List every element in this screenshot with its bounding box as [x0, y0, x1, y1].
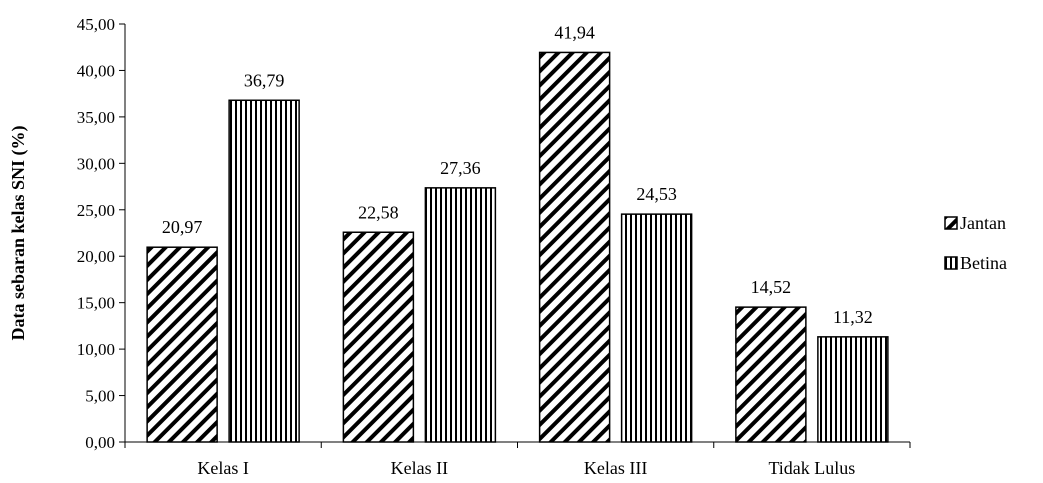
data-label: 24,53	[636, 184, 677, 204]
y-tick-label: 5,00	[85, 387, 115, 406]
data-label: 36,79	[244, 70, 285, 90]
bar-betina-1	[228, 99, 300, 443]
y-tick-label: 40,00	[77, 61, 115, 80]
data-label: 22,58	[358, 202, 399, 222]
y-tick-label: 10,00	[77, 340, 115, 359]
x-tick-label: Kelas I	[197, 458, 248, 478]
y-tick-label: 45,00	[77, 15, 115, 34]
bar-jantan-4	[735, 306, 807, 443]
x-tick-label: Tidak Lulus	[768, 458, 855, 478]
y-axis-label: Data sebaran kelas SNI (%)	[8, 125, 29, 340]
data-label: 20,97	[162, 217, 203, 237]
y-tick-label: 25,00	[77, 201, 115, 220]
legend-label: Jantan	[960, 213, 1006, 233]
data-label: 14,52	[751, 277, 792, 297]
x-tick-label: Kelas III	[584, 458, 647, 478]
bar-jantan-1	[146, 246, 218, 443]
bar-betina-4	[817, 336, 889, 443]
bar-betina-2	[424, 187, 497, 443]
bar-jantan-2	[342, 231, 415, 443]
legend-swatch-jantan	[944, 216, 958, 230]
data-label: 27,36	[440, 158, 481, 178]
y-tick-label: 0,00	[85, 433, 115, 452]
y-tick-label: 15,00	[77, 294, 115, 313]
legend-label: Betina	[960, 253, 1007, 273]
bar-betina-3	[620, 213, 693, 443]
data-label: 11,32	[833, 307, 873, 327]
bar-jantan-3	[538, 51, 611, 443]
y-tick-label: 20,00	[77, 247, 115, 266]
legend-swatch-betina	[944, 256, 958, 270]
x-tick-label: Kelas II	[391, 458, 448, 478]
data-label: 41,94	[554, 22, 595, 42]
y-tick-label: 35,00	[77, 108, 115, 127]
y-tick-label: 30,00	[77, 154, 115, 173]
